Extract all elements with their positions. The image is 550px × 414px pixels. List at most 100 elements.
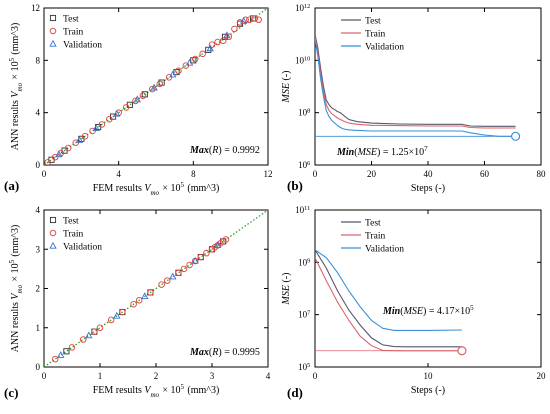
data-point — [222, 236, 230, 243]
data-point — [185, 58, 194, 66]
best-marker — [510, 131, 521, 141]
y-tick-label: 12 — [31, 3, 40, 13]
data-point — [175, 67, 182, 75]
chart-panel: 0 20 40 60 80 106 108 1010 1012 Steps (-) MSE … — [281, 3, 546, 195]
x-tick-label: 20 — [367, 169, 377, 179]
chart-panel: 0 10 20 105 107 109 1011 Steps (-) MSE (-) Te… — [281, 205, 546, 397]
x-tick-label: 0 — [313, 371, 318, 381]
y-tick-label: 8 — [36, 55, 41, 65]
plot-frame — [314, 7, 542, 166]
data-point — [91, 328, 98, 335]
legend-marker — [49, 14, 57, 22]
legend-label: Train — [365, 232, 385, 242]
data-point — [191, 256, 199, 264]
data-point — [240, 16, 248, 24]
annotation: Min(MSE) = 1.25×107 — [336, 145, 429, 158]
y-tick-label: 106 — [298, 160, 311, 171]
panel-letter: (d) — [287, 385, 303, 400]
data-point — [122, 104, 130, 111]
legend-label: Validation — [365, 43, 404, 53]
series-line — [315, 39, 516, 137]
plot-area — [44, 8, 268, 165]
data-point — [206, 44, 214, 52]
plot-frame — [43, 7, 269, 166]
series-line — [315, 249, 462, 348]
data-point — [158, 79, 165, 86]
data-point — [68, 344, 76, 351]
x-tick-label: 2 — [154, 371, 159, 381]
data-point — [107, 316, 115, 324]
legend-marker — [49, 241, 57, 249]
y-tick-label: 109 — [298, 257, 311, 268]
series-line — [315, 34, 516, 127]
data-point — [197, 253, 205, 261]
y-tick-label: 1 — [36, 323, 41, 333]
data-point — [191, 55, 199, 63]
y-axis-label: MSE (-) — [281, 273, 292, 306]
data-point — [85, 331, 93, 339]
data-point — [44, 159, 51, 165]
annotation: Max(R) = 0.9992 — [189, 145, 260, 156]
legend-marker — [49, 39, 57, 47]
data-point — [139, 92, 147, 99]
data-point — [135, 297, 143, 304]
annotation: Min(MSE) = 4.17×105 — [382, 304, 475, 317]
x-tick-label: 8 — [191, 169, 196, 179]
data-point — [223, 31, 231, 39]
data-point — [106, 115, 113, 123]
legend-marker — [49, 229, 57, 237]
data-point — [119, 308, 126, 316]
y-tick-label: 2 — [36, 284, 41, 294]
data-point — [81, 132, 89, 140]
plot-area — [44, 210, 268, 367]
data-point — [236, 19, 244, 26]
data-point — [141, 91, 148, 98]
legend-label: Validation — [63, 243, 102, 253]
data-point — [79, 336, 87, 343]
x-axis-label: FEM results Vmo × 105 (mm^3) — [93, 181, 220, 197]
x-tick-label: 4 — [116, 169, 121, 179]
x-tick-label: 0 — [42, 169, 47, 179]
data-point — [180, 265, 188, 273]
y-tick-label: 4 — [36, 205, 41, 215]
series-line — [315, 36, 516, 129]
data-point — [133, 95, 141, 103]
annotation: Max(R) = 0.9995 — [189, 347, 260, 358]
legend-label: Validation — [63, 41, 102, 51]
x-tick-label: 12 — [264, 169, 273, 179]
legend-label: Validation — [365, 245, 404, 255]
y-tick-label: 1011 — [295, 205, 311, 216]
reference-line — [44, 210, 268, 367]
x-tick-label: 4 — [266, 371, 271, 381]
data-point — [199, 50, 206, 58]
data-point — [63, 348, 70, 355]
legend-marker — [49, 27, 57, 35]
y-tick-label: 3 — [36, 244, 41, 254]
chart-panel: 0 4 8 12 0 4 8 12 FEM results Vmo × 105 (mm^3) AN… — [8, 3, 273, 197]
x-tick-label: 20 — [537, 371, 547, 381]
data-point — [219, 37, 227, 44]
plot-area — [315, 249, 462, 352]
legend-label: Test — [365, 219, 381, 229]
data-point — [222, 33, 229, 40]
data-point — [113, 109, 121, 117]
data-point — [255, 16, 262, 24]
data-point — [205, 46, 212, 53]
data-point — [65, 144, 72, 152]
x-tick-label: 0 — [313, 169, 318, 179]
data-point — [225, 33, 233, 41]
legend-label: Train — [365, 30, 385, 40]
data-point — [55, 150, 63, 158]
series-line — [315, 249, 462, 331]
data-point — [51, 355, 59, 363]
data-point — [169, 70, 177, 78]
data-point — [251, 15, 259, 22]
x-tick-label: 3 — [210, 371, 215, 381]
legend-label: Test — [63, 15, 79, 25]
y-tick-label: 1010 — [295, 55, 311, 65]
legend-marker — [49, 216, 57, 224]
chart-panel: 0 1 2 3 4 0 1 2 3 4 FEM results Vmo × 105 (mm^3) AN… — [8, 205, 271, 399]
data-point — [92, 124, 100, 132]
y-axis-label: ANN results Vmo × 105 (mm^3) — [8, 23, 24, 151]
